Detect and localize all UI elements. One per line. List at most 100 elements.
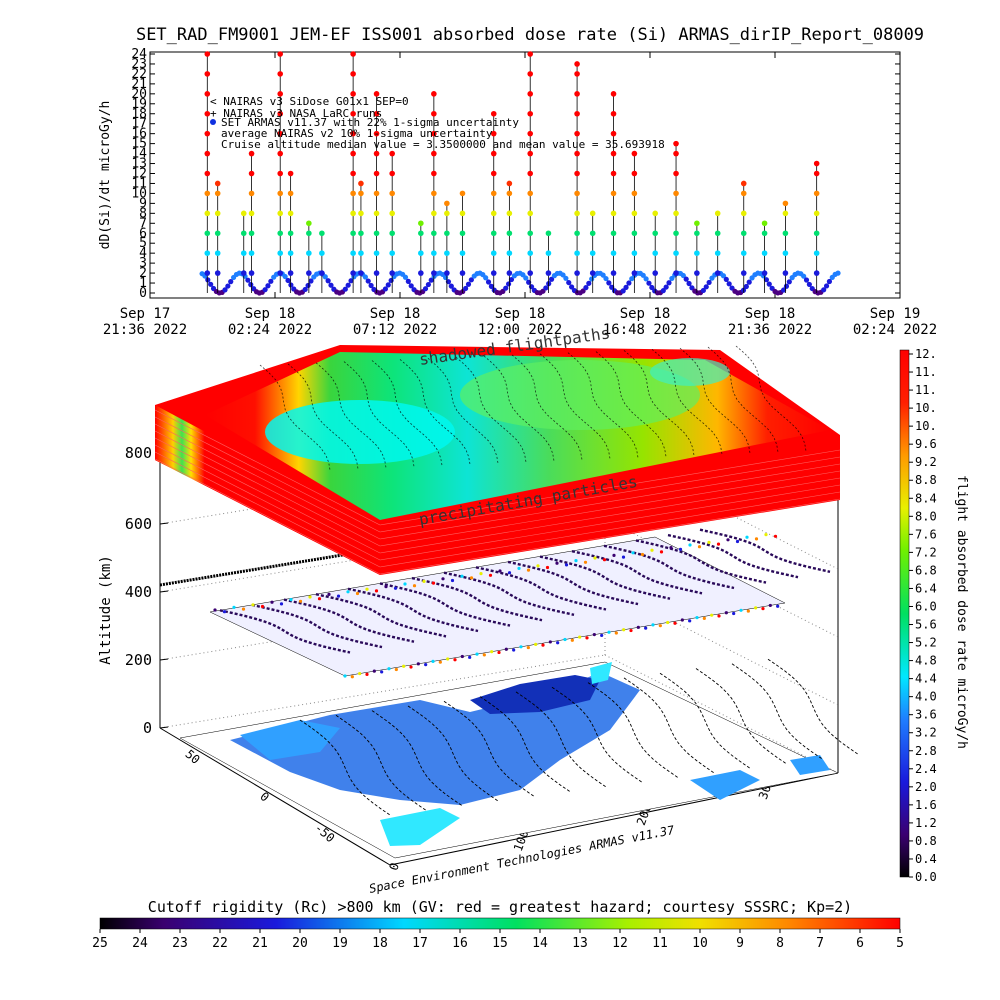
- orbit-edge-point: [702, 616, 706, 620]
- peak-point: [673, 190, 679, 197]
- peak-point: [506, 210, 513, 217]
- peak-point: [490, 210, 497, 217]
- peak-point: [631, 150, 638, 157]
- peak-point: [673, 140, 679, 147]
- peak-point: [204, 150, 211, 157]
- orbit-edge-point: [431, 581, 436, 585]
- peak-point: [527, 250, 534, 256]
- peak-point: [248, 270, 255, 276]
- orbit-edge-point: [564, 563, 569, 567]
- baseline-point: [265, 283, 271, 289]
- peak-point: [740, 250, 747, 256]
- baseline-point: [649, 284, 655, 291]
- peak-point: [358, 270, 364, 276]
- cutoff-colorbar-bar: [99, 917, 901, 930]
- peak-point: [373, 190, 380, 197]
- peak-point: [506, 270, 513, 276]
- orbit-track: [219, 609, 351, 654]
- orbit-edge-point: [631, 551, 635, 555]
- slab-layer-lines: [154, 409, 841, 575]
- dose-colorbar-tick-label: 5.2: [915, 636, 937, 650]
- slab-layer-line-front: [379, 456, 841, 533]
- orbit-edge-point: [754, 537, 759, 541]
- slab-layer-line-left: [154, 458, 381, 575]
- y-tick-label: 15: [131, 137, 147, 152]
- slab-layer-line-left: [154, 416, 381, 533]
- baseline-point: [365, 278, 371, 284]
- peak-point: [761, 230, 768, 237]
- y-tick-label: 11: [131, 176, 147, 191]
- orbit-edge-point: [346, 590, 350, 594]
- baseline-point: [669, 275, 675, 282]
- baseline-point: [743, 283, 749, 290]
- dose-colorbar-tick-label: 7.6: [915, 527, 937, 541]
- peak-point: [389, 190, 395, 197]
- peak-point: [631, 170, 638, 177]
- lat-axis-line: [159, 727, 391, 866]
- baseline-point: [783, 283, 790, 289]
- orbit-edge-point: [416, 662, 420, 666]
- baseline-point: [523, 275, 529, 281]
- dose-colorbar-tick-label: 10.: [915, 419, 937, 433]
- y-tick-label: 10: [131, 186, 147, 201]
- dose-colorbar-tick-label: 2.4: [915, 762, 937, 776]
- peak-point: [373, 91, 380, 97]
- dose-colorbar-tick-label: 4.4: [915, 672, 937, 686]
- baseline-point: [629, 276, 635, 282]
- peak-point: [444, 230, 450, 237]
- orbit-edge-point: [308, 595, 312, 599]
- orbit-edge-point: [497, 650, 501, 655]
- peak-point: [813, 250, 820, 256]
- baseline-point: [368, 282, 374, 289]
- baseline-point: [205, 277, 211, 283]
- orbit-track: [411, 576, 543, 622]
- peak-point: [813, 160, 820, 167]
- peak-point: [248, 250, 255, 256]
- peak-point: [631, 230, 638, 237]
- cutoff-colorbar-tick-label: 24: [132, 936, 148, 951]
- peak-point: [574, 270, 580, 276]
- orbit-edge-point: [460, 574, 464, 578]
- x-tick-label-day: Sep 18: [745, 306, 796, 322]
- baseline-point: [666, 280, 672, 286]
- peak-point: [389, 150, 395, 157]
- baseline-point: [726, 281, 732, 287]
- slab-shadowed-track: [259, 364, 331, 471]
- x-tick-label-day: Sep 18: [620, 306, 671, 322]
- orbit-edge-point: [358, 671, 362, 676]
- slab-shadowed-track: [539, 353, 611, 459]
- dose-colorbar-label: flight absorbed dose rate microGy/h: [954, 475, 969, 749]
- orbit-edge-point: [490, 650, 494, 654]
- ground-map-layer: [179, 658, 859, 859]
- baseline-point: [245, 277, 251, 283]
- x-tick-label-time: 02:24 2022: [228, 322, 312, 338]
- cutoff-colorbar-tick-label: 13: [572, 936, 588, 951]
- baseline-point: [408, 283, 414, 289]
- orbit-track: [667, 533, 799, 579]
- slab-low-rigidity-zone-1: [265, 400, 455, 464]
- slab-shadowed-tracks: [259, 345, 807, 471]
- orbit-edge-point: [453, 658, 457, 662]
- peak-point: [490, 130, 497, 137]
- baseline-point: [325, 278, 331, 284]
- dose-colorbar-tick-label: 1.6: [915, 798, 937, 812]
- x-tick-label-time: 02:24 2022: [853, 322, 937, 338]
- slab-layer-line-left: [154, 409, 381, 526]
- dose-colorbar-tick-label: 9.6: [915, 437, 937, 451]
- peak-point: [527, 110, 534, 117]
- peak-point: [694, 230, 700, 237]
- peak-point: [589, 250, 596, 256]
- lat-tick-label: -50: [312, 821, 338, 846]
- y-tick-label: 12: [131, 167, 147, 182]
- slab-layer-line-front: [379, 498, 841, 575]
- dose-colorbar-tick-label: 8.4: [915, 491, 937, 505]
- ground-map-tracks: [299, 658, 859, 816]
- y-tick-label: 2: [139, 266, 147, 281]
- cutoff-colorbar-tick-label: 14: [532, 936, 548, 951]
- orbit-edge-point: [607, 630, 611, 634]
- orbit-edge-point: [773, 534, 778, 538]
- baseline-point: [723, 276, 729, 283]
- z-tick-label: 200: [125, 651, 152, 669]
- dose-colorbar-tick-label: 8.8: [915, 473, 937, 487]
